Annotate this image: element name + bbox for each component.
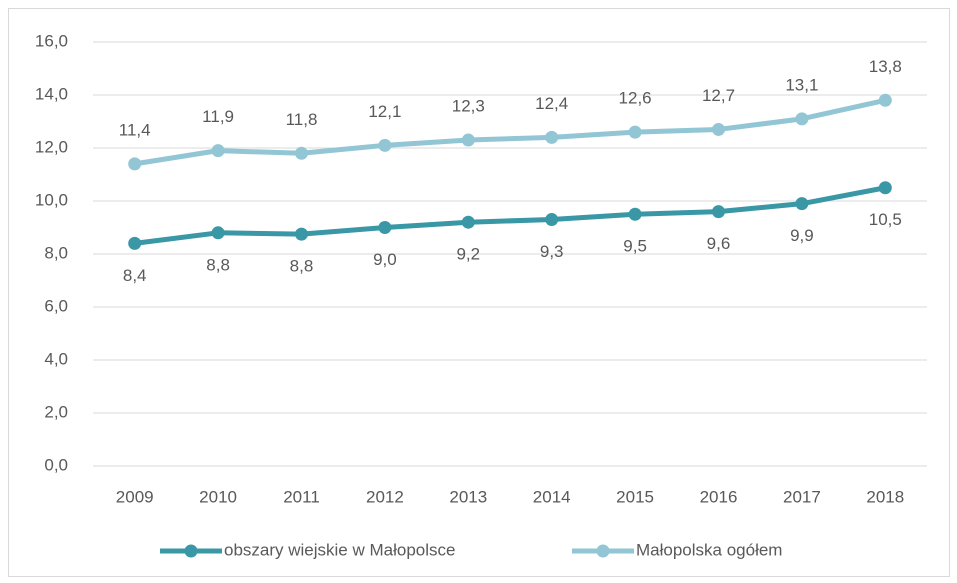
data-label: 12,1 <box>368 102 401 121</box>
data-label: 11,4 <box>119 120 151 139</box>
legend-label: obszary wiejskie w Małopolsce <box>224 540 455 559</box>
data-point <box>461 133 475 147</box>
data-label: 12,6 <box>619 89 652 108</box>
data-label: 9,9 <box>790 226 814 245</box>
legend-label: Małopolska ogółem <box>636 540 782 559</box>
data-point <box>128 157 142 171</box>
data-point <box>712 205 725 219</box>
x-tick-label: 2018 <box>866 487 904 506</box>
series-line <box>134 97 886 167</box>
data-label: 9,6 <box>707 234 731 253</box>
data-point <box>295 146 308 160</box>
data-label: 8,8 <box>206 255 230 274</box>
x-tick-label: 2013 <box>449 487 487 506</box>
data-label: 8,4 <box>123 266 147 285</box>
y-tick-label: 16,0 <box>35 31 68 50</box>
x-tick-label: 2012 <box>366 487 404 506</box>
data-point <box>795 197 809 211</box>
data-point <box>795 112 809 126</box>
data-label: 12,3 <box>452 97 485 116</box>
y-tick-label: 6,0 <box>44 296 68 315</box>
x-tick-label: 2011 <box>283 487 320 506</box>
data-point <box>628 207 642 221</box>
data-label: 11,8 <box>286 110 318 129</box>
data-label: 9,5 <box>623 237 647 256</box>
data-label: 13,1 <box>785 75 818 94</box>
data-point <box>211 144 225 158</box>
data-label: 10,5 <box>869 210 902 229</box>
data-point <box>378 138 392 152</box>
legend-marker <box>184 544 198 558</box>
data-point <box>378 221 392 234</box>
y-tick-label: 2,0 <box>44 402 68 421</box>
data-point <box>461 215 475 229</box>
data-point <box>878 93 892 107</box>
x-tick-label: 2015 <box>616 487 654 506</box>
x-tick-label: 2010 <box>199 487 237 506</box>
x-tick-label: 2009 <box>116 487 154 506</box>
y-tick-label: 4,0 <box>44 349 68 368</box>
data-label: 9,2 <box>456 245 480 264</box>
y-tick-label: 0,0 <box>44 455 68 474</box>
data-point <box>545 213 559 227</box>
series-line <box>134 185 886 246</box>
data-label: 9,0 <box>373 250 397 269</box>
y-tick-label: 10,0 <box>35 190 68 209</box>
data-point <box>545 130 559 144</box>
data-point <box>295 227 308 241</box>
legend-marker <box>596 544 610 558</box>
data-point <box>211 226 225 240</box>
x-tick-label: 2014 <box>533 487 571 506</box>
y-tick-label: 14,0 <box>35 84 68 103</box>
data-label: 12,7 <box>702 86 735 105</box>
chart-border <box>8 8 950 577</box>
data-label: 12,4 <box>535 94 568 113</box>
data-label: 8,8 <box>290 257 314 276</box>
data-label: 13,8 <box>869 57 902 76</box>
x-tick-label: 2016 <box>700 487 738 506</box>
x-tick-label: 2017 <box>783 487 821 506</box>
data-label: 11,9 <box>202 107 234 126</box>
data-point <box>128 236 142 250</box>
y-tick-label: 8,0 <box>44 243 68 262</box>
data-label: 9,3 <box>540 242 564 261</box>
data-point <box>878 181 892 195</box>
y-tick-label: 12,0 <box>35 137 68 156</box>
data-point <box>712 122 725 136</box>
data-point <box>628 125 642 139</box>
